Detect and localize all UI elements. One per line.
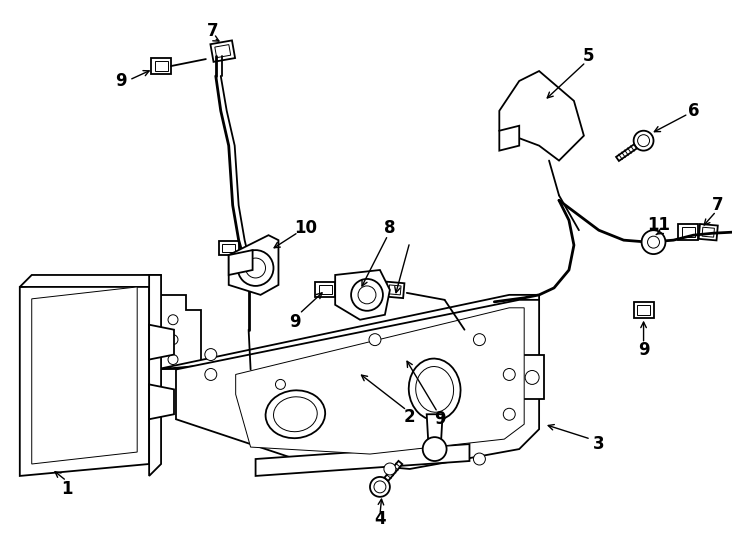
Circle shape [238,250,274,286]
Circle shape [374,481,386,493]
Polygon shape [149,275,161,476]
Polygon shape [222,244,235,252]
Circle shape [349,359,361,370]
Circle shape [358,286,376,304]
Polygon shape [215,45,230,58]
Circle shape [423,437,446,461]
Polygon shape [702,227,714,237]
Circle shape [647,236,659,248]
Polygon shape [20,275,161,287]
Circle shape [504,408,515,420]
Circle shape [168,315,178,325]
Ellipse shape [266,390,325,438]
Polygon shape [329,370,350,391]
Circle shape [275,380,286,389]
Circle shape [168,355,178,365]
Text: 6: 6 [688,102,699,120]
Circle shape [638,134,650,147]
Circle shape [473,453,485,465]
Circle shape [526,370,539,384]
Polygon shape [385,461,402,481]
Polygon shape [394,350,406,359]
Circle shape [633,131,653,151]
Polygon shape [385,282,404,298]
Text: 4: 4 [374,510,386,528]
Polygon shape [699,224,718,240]
Text: 7: 7 [207,22,219,40]
Polygon shape [678,224,698,240]
Polygon shape [149,384,174,419]
Polygon shape [391,348,409,361]
Circle shape [642,230,666,254]
Circle shape [504,368,515,380]
Polygon shape [499,126,519,151]
Polygon shape [389,285,401,295]
Circle shape [473,334,485,346]
Text: 7: 7 [713,197,724,214]
Polygon shape [633,302,653,318]
Polygon shape [426,414,443,449]
Polygon shape [499,71,584,160]
Polygon shape [682,227,695,237]
Circle shape [384,463,396,475]
Ellipse shape [274,397,317,431]
Text: 8: 8 [384,219,396,237]
Circle shape [205,368,217,380]
Polygon shape [229,235,278,295]
Text: 9: 9 [289,313,301,330]
Circle shape [345,355,365,374]
Polygon shape [219,241,239,255]
Polygon shape [319,286,332,294]
Text: 3: 3 [593,435,605,453]
Circle shape [351,279,383,311]
Polygon shape [316,282,335,298]
Polygon shape [229,250,252,275]
Polygon shape [149,325,174,360]
Polygon shape [519,355,544,400]
Text: 9: 9 [434,410,446,428]
Polygon shape [335,270,390,320]
Polygon shape [211,40,235,62]
Polygon shape [20,275,149,476]
Circle shape [168,335,178,345]
Polygon shape [151,58,171,74]
Text: 10: 10 [294,219,317,237]
Polygon shape [255,444,470,476]
Circle shape [246,258,266,278]
Circle shape [275,400,286,409]
Polygon shape [637,305,650,315]
Polygon shape [236,308,524,454]
Circle shape [370,477,390,497]
Text: 11: 11 [647,216,670,234]
Text: 5: 5 [583,47,595,65]
Text: 9: 9 [638,341,650,359]
Polygon shape [616,144,637,161]
Polygon shape [159,295,201,389]
Text: 1: 1 [61,480,73,498]
Ellipse shape [409,359,460,420]
Circle shape [275,419,286,429]
Polygon shape [156,295,539,369]
Text: 9: 9 [115,72,127,90]
Circle shape [369,334,381,346]
Polygon shape [155,61,167,71]
Circle shape [205,349,217,361]
Text: 2: 2 [404,408,415,426]
Polygon shape [176,300,539,469]
Polygon shape [32,287,137,464]
Ellipse shape [415,367,454,412]
